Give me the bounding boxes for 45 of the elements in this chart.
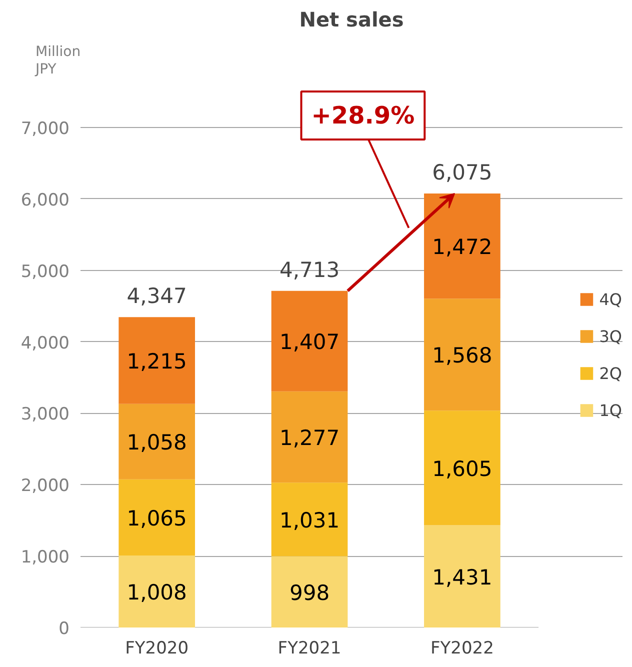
chart-title: Net sales [299,8,404,32]
total-label: 6,075 [432,160,492,184]
y-tick-label: 3,000 [20,404,70,425]
y-axis-title: Million JPY [34,44,81,78]
y-tick-label: 5,000 [20,262,70,282]
bar [424,298,500,411]
bar [118,317,196,404]
y-tick-label: 4,000 [20,333,70,354]
data-label: 1,065 [126,506,187,530]
y-tick-label: 1,000 [20,548,70,568]
data-label: 1,215 [126,349,187,374]
data-label: 1,058 [126,430,187,455]
y-tick-label: 0 [58,619,70,639]
bar [424,194,500,299]
bar [118,404,196,480]
bar [271,556,348,628]
data-label: 1,008 [126,580,187,604]
bar [271,391,348,483]
bar [118,556,196,628]
data-label: 998 [289,580,330,605]
data-label: 1,431 [432,565,492,590]
y-tick-label: 2,000 [20,476,70,496]
bar [271,482,348,556]
legend-label: 4Q [599,290,622,308]
x-tick-label: FY2021 [278,638,342,658]
data-label: 1,407 [279,330,340,354]
bar [118,479,196,556]
y-tick-label: 7,000 [20,119,70,139]
data-label: 1,472 [432,235,492,260]
x-tick-label: FY2020 [125,638,189,658]
data-label: 1,605 [432,456,492,481]
bar [424,410,500,526]
legend-label: 2Q [599,364,622,382]
data-label: 1,277 [279,426,340,450]
legend-label: 3Q [599,326,622,346]
total-label: 4,347 [126,284,187,308]
legend-label: 1Q [599,400,622,420]
y-tick-label: 6,000 [20,190,70,210]
bar [424,525,500,628]
data-label: 1,031 [279,508,340,532]
total-label: 4,713 [279,258,340,282]
annotation: +28.9% [311,102,415,130]
x-tick-label: FY2022 [430,638,494,658]
bar [271,290,348,392]
data-label: 1,568 [432,344,492,368]
